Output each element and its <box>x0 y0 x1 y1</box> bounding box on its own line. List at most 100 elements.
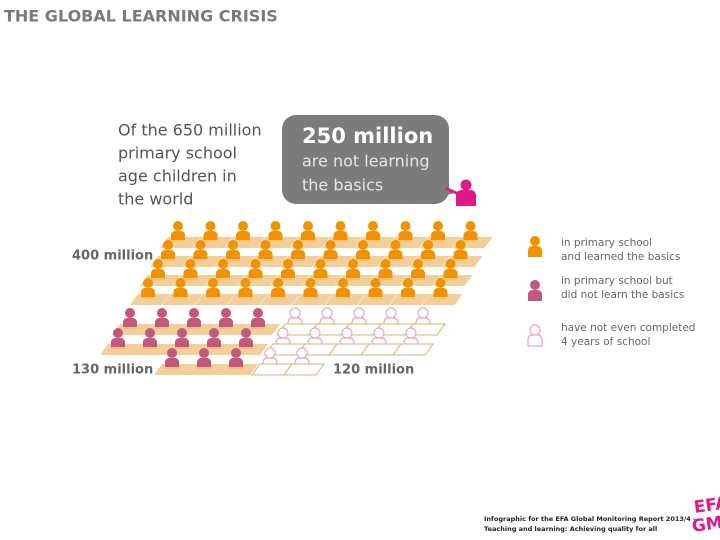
person-head <box>264 347 276 359</box>
person-head <box>195 240 206 250</box>
desk <box>162 294 203 305</box>
person-body <box>203 231 218 240</box>
intro-line: Of the 650 million <box>118 121 262 140</box>
person-head <box>260 240 271 250</box>
person-body <box>171 231 185 240</box>
person-head <box>113 328 123 338</box>
person-head <box>315 259 326 269</box>
person-body <box>175 338 189 347</box>
person-head <box>189 308 199 318</box>
person-body <box>527 334 543 347</box>
person-body <box>346 269 360 278</box>
group-label: 400 million <box>72 249 153 264</box>
person-body <box>336 288 350 297</box>
person-head <box>423 240 433 250</box>
person-head <box>348 259 358 269</box>
desk <box>154 364 194 375</box>
person-body <box>313 269 328 278</box>
desk <box>218 364 258 375</box>
person-body <box>155 318 169 327</box>
person-head <box>530 280 540 290</box>
person-body <box>151 269 165 278</box>
legend-text: have not even completed <box>561 322 695 334</box>
person-head <box>385 307 397 319</box>
person-head <box>305 278 316 288</box>
callout-headline: 250 million <box>302 124 433 148</box>
person-body <box>236 231 250 240</box>
person-body <box>206 288 220 297</box>
person-body <box>141 288 155 297</box>
legend-text: in primary school <box>561 237 652 249</box>
person-body <box>229 358 243 367</box>
person-head <box>167 348 177 358</box>
person-body <box>528 290 542 301</box>
person-head <box>325 240 336 250</box>
footer-text: Infographic for the EFA Global Monitorin… <box>484 515 696 523</box>
group-label: 130 million <box>72 363 153 378</box>
person-head <box>238 221 248 231</box>
person-head <box>250 259 261 269</box>
person-head <box>321 307 333 319</box>
person-head <box>338 278 348 288</box>
person-body <box>443 269 458 278</box>
title: THE GLOBAL LEARNING CRISIS <box>4 7 278 26</box>
person-head <box>125 308 135 318</box>
person-body <box>388 250 403 259</box>
icon-grid <box>100 221 493 376</box>
person-head <box>253 308 263 318</box>
person-body <box>431 231 445 240</box>
person-head <box>228 240 238 250</box>
person-head <box>163 240 173 250</box>
desk <box>260 294 300 305</box>
person-head <box>231 348 241 358</box>
person-head <box>277 327 289 339</box>
person-body <box>271 288 285 297</box>
person-head <box>380 259 391 269</box>
person-body <box>226 250 240 259</box>
person-body <box>197 358 211 367</box>
person-body <box>258 250 273 259</box>
person-head <box>309 327 321 339</box>
person-body <box>398 231 413 240</box>
desk <box>186 364 226 375</box>
person-head <box>435 278 446 288</box>
person-body <box>268 231 283 240</box>
person-body <box>143 338 157 347</box>
legend-text: did not learn the basics <box>561 289 684 301</box>
person-body <box>251 318 265 327</box>
person-head <box>465 221 476 231</box>
intro-line: primary school <box>118 144 237 163</box>
desk <box>132 344 172 355</box>
desk <box>390 294 430 305</box>
legend-text: and learned the basics <box>561 251 680 263</box>
person-head <box>199 348 209 358</box>
person-head <box>370 278 381 288</box>
desk <box>422 294 463 305</box>
desk <box>100 344 140 355</box>
person-head <box>218 259 228 269</box>
intro-line: age children in <box>118 167 237 186</box>
person-body <box>421 250 435 259</box>
person-head <box>273 278 283 288</box>
person-body <box>368 288 383 297</box>
logo-text: EFA <box>693 493 720 518</box>
person-head <box>530 236 540 246</box>
person-body <box>219 318 233 327</box>
person-head <box>157 308 167 318</box>
person-body <box>173 288 188 297</box>
person-head <box>208 278 218 288</box>
person-body <box>463 231 478 240</box>
person-body <box>378 269 393 278</box>
person-body <box>356 250 370 259</box>
person-body <box>401 288 415 297</box>
person-head <box>185 259 196 269</box>
person-head <box>341 327 353 339</box>
person-body <box>248 269 263 278</box>
person-head <box>283 259 293 269</box>
person-body <box>291 250 305 259</box>
person-body <box>111 338 125 347</box>
person-head <box>221 308 231 318</box>
callout-text: the basics <box>302 176 383 195</box>
legend-icons <box>527 236 543 347</box>
